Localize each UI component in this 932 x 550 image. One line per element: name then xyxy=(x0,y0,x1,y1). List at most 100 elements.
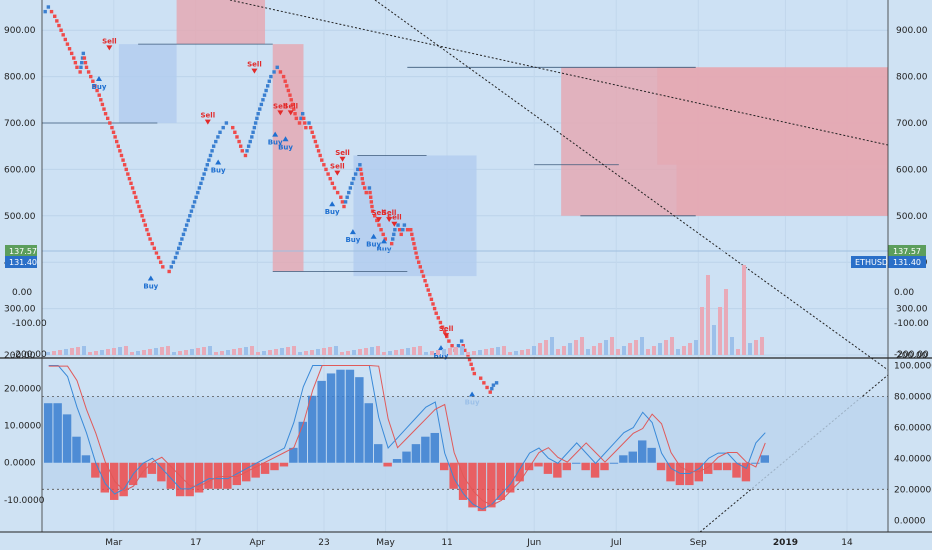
ref-price-label: 137.57 xyxy=(9,247,37,256)
oscillator-bar xyxy=(185,462,194,497)
renko-brick xyxy=(350,181,354,186)
volume-bar xyxy=(70,348,74,355)
renko-brick xyxy=(93,84,97,88)
renko-brick xyxy=(84,65,89,70)
volume-bar xyxy=(208,346,212,355)
renko-brick xyxy=(413,246,417,250)
renko-brick xyxy=(432,306,437,311)
renko-brick xyxy=(192,200,197,204)
volume-bar xyxy=(76,347,80,355)
renko-brick xyxy=(362,186,367,190)
volume-bar xyxy=(640,337,644,355)
renko-brick xyxy=(471,367,475,371)
renko-brick xyxy=(429,297,434,302)
renko-brick xyxy=(116,144,120,148)
volume-bar xyxy=(670,337,674,355)
price-tick-label: 700.00 xyxy=(896,119,928,129)
volume-bar xyxy=(88,352,92,355)
volume-bar xyxy=(412,347,416,355)
sell-label: Sell xyxy=(247,61,262,69)
renko-brick xyxy=(252,125,257,130)
volume-bar xyxy=(178,351,182,355)
renko-brick xyxy=(343,200,348,204)
renko-brick xyxy=(340,200,345,204)
sell-label: Sell xyxy=(387,214,402,222)
histogram-tick-label: 0.00 xyxy=(894,288,914,298)
renko-brick xyxy=(65,42,70,46)
renko-brick xyxy=(146,232,151,237)
buy-arrow-icon xyxy=(349,229,356,235)
renko-brick xyxy=(235,135,239,139)
renko-brick xyxy=(262,93,267,97)
sell-arrow-icon xyxy=(287,110,294,116)
renko-brick xyxy=(342,204,346,209)
sell-arrow-icon xyxy=(334,170,341,176)
osc-left-tick-label: 10.0000 xyxy=(4,422,41,432)
volume-bar xyxy=(532,346,536,355)
volume-bar xyxy=(520,350,524,355)
oscillator-bar xyxy=(656,462,666,471)
renko-brick xyxy=(140,214,144,218)
renko-brick xyxy=(191,204,195,209)
renko-brick xyxy=(269,74,273,79)
renko-brick xyxy=(102,107,106,111)
volume-bar xyxy=(148,349,152,355)
renko-brick xyxy=(199,181,203,186)
oscillator-bar xyxy=(289,447,298,463)
renko-brick xyxy=(440,325,445,329)
renko-brick xyxy=(224,121,229,125)
renko-brick xyxy=(184,223,189,227)
volume-bar xyxy=(268,350,272,355)
last-price-label-right: 131.40 xyxy=(893,258,921,267)
renko-brick xyxy=(393,228,397,232)
renko-brick xyxy=(442,330,447,334)
price-tick-label: 800.00 xyxy=(896,73,928,83)
volume-bar xyxy=(472,351,476,355)
price-tick-label: 300.00 xyxy=(4,305,36,315)
renko-brick xyxy=(361,181,365,186)
k-line xyxy=(48,365,766,510)
renko-brick xyxy=(434,311,438,315)
renko-brick xyxy=(78,70,82,74)
renko-brick xyxy=(423,279,427,283)
renko-brick xyxy=(132,190,136,195)
renko-brick xyxy=(250,135,254,139)
oscillator-bar xyxy=(392,459,402,463)
renko-brick xyxy=(194,195,198,199)
last-price-tag-right xyxy=(888,256,926,268)
renko-brick xyxy=(156,255,161,260)
sell-arrow-icon xyxy=(386,217,393,223)
price-tick-label: 200.00 xyxy=(4,351,36,361)
renko-brick xyxy=(46,5,51,9)
volume-bar xyxy=(496,347,500,355)
oscillator-bar xyxy=(619,455,628,463)
sell-arrow-icon xyxy=(251,68,258,74)
renko-brick xyxy=(402,223,407,227)
volume-bar xyxy=(700,307,704,355)
renko-brick xyxy=(238,144,243,148)
volume-bar xyxy=(586,349,590,355)
renko-brick xyxy=(324,167,328,172)
oscillator-bar xyxy=(524,462,534,471)
renko-brick xyxy=(461,344,465,348)
osc-right-tick-label: 60.0000 xyxy=(894,423,931,433)
renko-brick xyxy=(264,88,268,93)
buy-label: Buy xyxy=(434,352,449,360)
d-line xyxy=(48,365,766,506)
volume-bar xyxy=(562,346,566,355)
renko-brick xyxy=(178,241,182,246)
volume-bar xyxy=(490,348,494,355)
volume-bar xyxy=(322,348,326,355)
oscillator-bar xyxy=(119,462,128,497)
renko-brick xyxy=(330,181,335,186)
volume-bar xyxy=(544,340,548,355)
renko-brick xyxy=(63,37,68,42)
volume-bar xyxy=(94,351,98,355)
sell-label: Sell xyxy=(439,325,454,333)
trend-line xyxy=(229,0,889,146)
buy-label: Buy xyxy=(278,143,293,151)
renko-brick xyxy=(150,241,154,246)
renko-brick xyxy=(300,112,305,116)
renko-brick xyxy=(459,339,464,343)
